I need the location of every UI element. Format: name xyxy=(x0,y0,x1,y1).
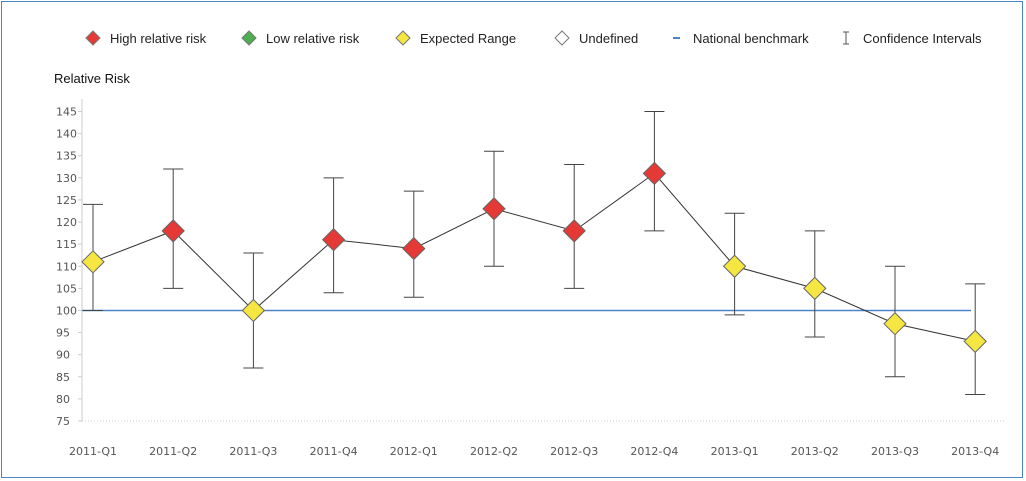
x-tick-label: 2013-Q3 xyxy=(871,445,919,458)
legend-item-ci: Confidence Intervals xyxy=(843,31,982,46)
x-tick-label: 2011-Q2 xyxy=(149,445,197,458)
y-tick-label: 130 xyxy=(56,172,77,185)
legend-label-ci: Confidence Intervals xyxy=(863,31,982,46)
legend-item-undefined: Undefined xyxy=(554,30,638,46)
data-point-marker-high[interactable] xyxy=(321,228,346,252)
relative-risk-series-line xyxy=(92,172,976,342)
yellow-diamond-icon xyxy=(395,30,411,46)
chart-legend: High relative risk Low relative risk Expec… xyxy=(85,30,982,46)
y-tick-label: 115 xyxy=(56,238,77,251)
y-tick-label: 100 xyxy=(56,304,77,317)
legend-label-benchmark: National benchmark xyxy=(693,31,809,46)
data-point-marker-high[interactable] xyxy=(562,219,586,243)
legend-item-benchmark: National benchmark xyxy=(673,31,809,46)
y-tick-label: 125 xyxy=(56,194,77,207)
chart-axes xyxy=(81,99,1005,422)
y-tick-label: 105 xyxy=(56,282,77,295)
data-point-marker-expected[interactable] xyxy=(81,250,105,274)
x-tick-label: 2013-Q1 xyxy=(711,445,759,458)
x-tick-label: 2012-Q2 xyxy=(470,445,518,458)
y-tick-label: 85 xyxy=(56,371,70,384)
data-point-markers xyxy=(81,161,987,354)
data-point-marker-high[interactable] xyxy=(482,197,506,221)
y-tick-label: 90 xyxy=(56,349,70,362)
legend-label-high: High relative risk xyxy=(110,31,207,46)
red-diamond-icon xyxy=(85,30,101,46)
y-axis-ticks: 75 80 85 90 95 100 105 110 115 120 125 130 135 140 145 xyxy=(56,106,82,428)
x-tick-label: 2011-Q4 xyxy=(310,445,358,458)
data-point-marker-expected[interactable] xyxy=(722,254,747,278)
legend-label-low: Low relative risk xyxy=(266,31,360,46)
legend-item-low: Low relative risk xyxy=(241,30,360,46)
y-tick-label: 95 xyxy=(56,327,70,340)
confidence-intervals xyxy=(83,111,986,395)
x-tick-label: 2011-Q3 xyxy=(229,445,277,458)
y-tick-label: 120 xyxy=(56,216,77,229)
y-tick-label: 80 xyxy=(56,393,70,406)
data-point-marker-expected[interactable] xyxy=(803,276,827,301)
x-axis-ticks: 2011-Q1 2011-Q2 2011-Q3 2011-Q4 2012-Q1 2012-… xyxy=(69,445,999,458)
x-tick-label: 2013-Q2 xyxy=(791,445,839,458)
legend-item-high: High relative risk xyxy=(85,30,207,46)
white-diamond-icon xyxy=(554,30,570,46)
legend-label-undefined: Undefined xyxy=(579,31,638,46)
y-tick-label: 75 xyxy=(56,415,70,428)
y-axis-title: Relative Risk xyxy=(54,71,130,86)
i-beam-icon xyxy=(843,31,849,45)
y-tick-label: 145 xyxy=(56,106,77,119)
data-point-marker-high[interactable] xyxy=(402,236,426,261)
y-tick-label: 135 xyxy=(56,150,77,163)
y-tick-label: 140 xyxy=(56,128,77,141)
legend-label-expected: Expected Range xyxy=(420,31,516,46)
x-tick-label: 2011-Q1 xyxy=(69,445,117,458)
x-tick-label: 2012-Q1 xyxy=(390,445,438,458)
x-tick-label: 2012-Q4 xyxy=(630,445,678,458)
y-tick-label: 110 xyxy=(56,260,77,273)
data-point-marker-expected[interactable] xyxy=(241,298,266,323)
data-point-marker-expected[interactable] xyxy=(883,312,907,336)
legend-item-expected: Expected Range xyxy=(395,30,516,46)
data-point-marker-high[interactable] xyxy=(161,219,185,243)
series-line-layer xyxy=(92,172,976,342)
data-point-marker-high[interactable] xyxy=(642,161,667,186)
green-diamond-icon xyxy=(241,30,257,46)
x-tick-label: 2013-Q4 xyxy=(951,445,999,458)
data-point-marker-expected[interactable] xyxy=(963,329,987,354)
x-tick-label: 2012-Q3 xyxy=(550,445,598,458)
